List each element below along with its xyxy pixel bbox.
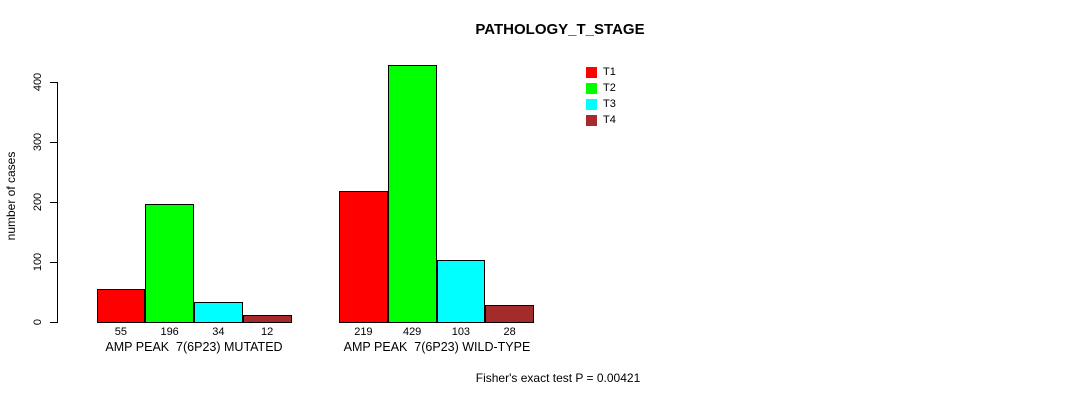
legend-item-t4: T4 <box>586 112 616 128</box>
legend-swatch-t3 <box>586 98 597 110</box>
y-axis-tick-label: 200 <box>32 192 44 212</box>
bar-t3-group1 <box>436 260 486 323</box>
bar-t1-group0 <box>96 289 146 323</box>
legend-label-t1: T1 <box>603 66 616 78</box>
y-axis-tick-label: 100 <box>32 252 44 272</box>
bar-value-label-t2-group0: 196 <box>160 326 179 338</box>
y-axis-tick-label: 0 <box>32 318 44 326</box>
bar-t1-group1 <box>339 190 388 323</box>
bar-value-label-t2-group1: 429 <box>402 326 422 338</box>
bar-value-label-t1-group0: 55 <box>114 326 127 338</box>
y-axis-tick <box>50 202 57 203</box>
y-axis-tick <box>50 262 57 263</box>
y-axis-tick <box>50 322 57 323</box>
bar-value-label-t3-group0: 34 <box>212 326 225 338</box>
bar-value-label-t1-group1: 219 <box>354 326 373 338</box>
bar-value-label-t4-group1: 28 <box>503 326 516 338</box>
bar-t2-group1 <box>387 64 437 323</box>
bar-t2-group0 <box>145 204 194 323</box>
category-label-mutated: AMP PEAK 7(6P23) MUTATED <box>105 340 283 354</box>
legend-label-t3: T3 <box>603 98 616 110</box>
legend: T1 T2 T3 T4 <box>586 64 616 128</box>
legend-item-t2: T2 <box>586 80 616 96</box>
legend-item-t3: T3 <box>586 96 616 112</box>
legend-swatch-t1 <box>586 66 597 78</box>
legend-swatch-t4 <box>586 114 597 126</box>
annotation-text: Fisher's exact test P = 0.00421 <box>475 371 641 385</box>
bar-value-label-t3-group1: 103 <box>451 326 471 338</box>
bar-value-label-t4-group0: 12 <box>261 326 274 338</box>
legend-label-t4: T4 <box>603 114 616 126</box>
legend-item-t1: T1 <box>586 64 616 80</box>
chart-title: PATHOLOGY_T_STAGE <box>475 21 645 38</box>
bar-t4-group0 <box>242 314 292 323</box>
legend-label-t2: T2 <box>603 82 616 94</box>
legend-swatch-t2 <box>586 82 597 94</box>
y-axis-line <box>57 82 58 323</box>
y-axis-tick-label: 300 <box>32 132 44 152</box>
bar-t3-group0 <box>194 301 243 323</box>
y-axis-tick-label: 400 <box>32 72 44 92</box>
bar-t4-group1 <box>485 305 534 323</box>
category-label-wild-type: AMP PEAK 7(6P23) WILD-TYPE <box>343 340 531 354</box>
y-axis-tick <box>50 82 57 83</box>
y-axis-tick <box>50 142 57 143</box>
